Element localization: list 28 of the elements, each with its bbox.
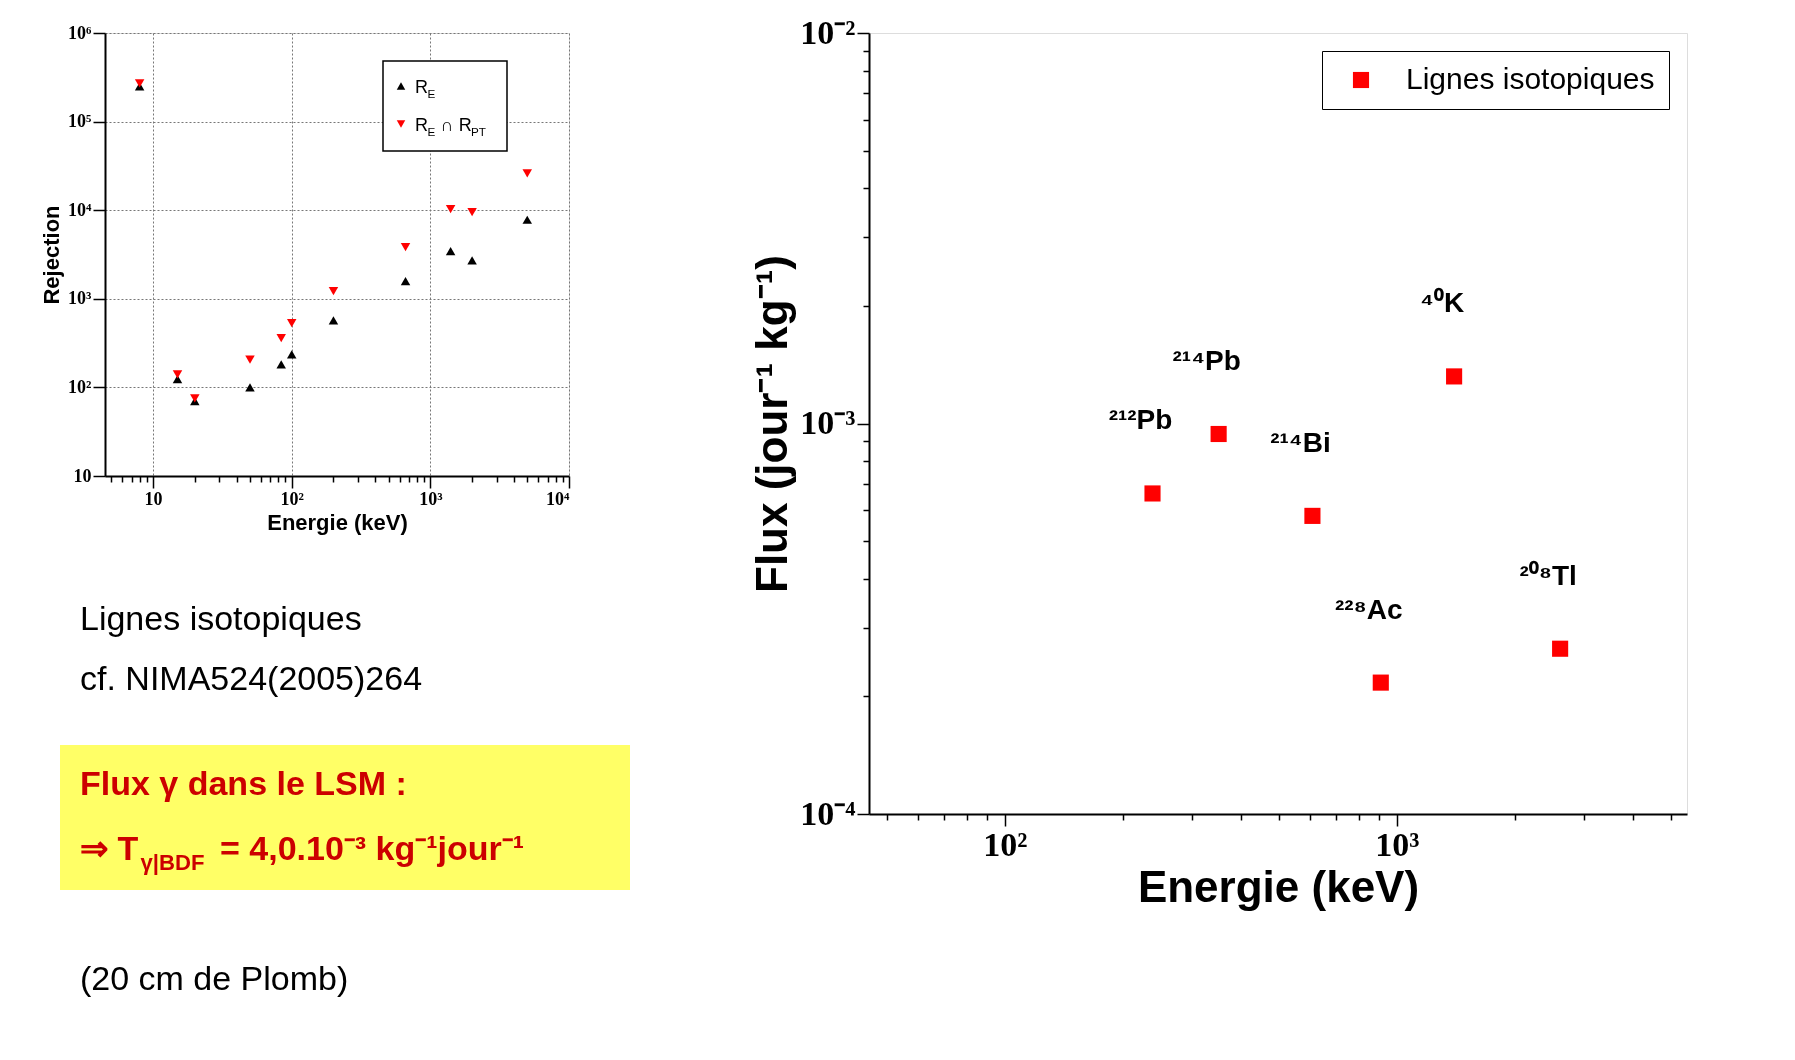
y-tick-label: 10⁴ xyxy=(68,199,93,220)
annotation: ²⁰⁸Tl xyxy=(1519,559,1577,591)
y-axis-title: Rejection xyxy=(39,205,65,305)
annotation: ²¹⁴Pb xyxy=(1172,344,1241,376)
y-axis-title: Flux (jour⁻¹ kg⁻¹) xyxy=(747,255,797,593)
legend-label: Lignes isotopiques xyxy=(1406,62,1655,95)
y-tick-label: 10⁵ xyxy=(68,111,93,132)
x-tick-label: 10⁴ xyxy=(546,488,571,509)
y-tick-label: 10⁻³ xyxy=(800,404,856,441)
y-tick-label: 10⁶ xyxy=(68,22,93,43)
x-tick-label: 10 xyxy=(144,488,163,509)
text: cf. NIMA524(2005)264 xyxy=(80,659,423,697)
text: Lignes isotopiques xyxy=(80,599,362,637)
x-tick-label: 10² xyxy=(280,488,304,509)
y-tick-label: 10⁻⁴ xyxy=(800,794,856,832)
text: Flux γ dans le LSM : xyxy=(80,764,407,802)
text: (20 cm de Plomb) xyxy=(80,959,349,997)
y-tick-label: 10 xyxy=(73,465,92,486)
x-axis-title: Energie (keV) xyxy=(1137,861,1420,911)
y-tick-label: 10² xyxy=(68,376,92,397)
x-tick-label: 10³ xyxy=(419,488,444,509)
y-tick-label: 10³ xyxy=(68,288,93,309)
annotation: ²¹²Pb xyxy=(1108,404,1173,436)
annotation: ²¹⁴Bi xyxy=(1270,426,1331,458)
x-axis-title: Energie (keV) xyxy=(267,509,408,535)
y-tick-label: 10⁻² xyxy=(800,13,856,51)
annotation: ⁴⁰K xyxy=(1420,287,1465,319)
annotation: ²²⁸Ac xyxy=(1334,593,1403,625)
